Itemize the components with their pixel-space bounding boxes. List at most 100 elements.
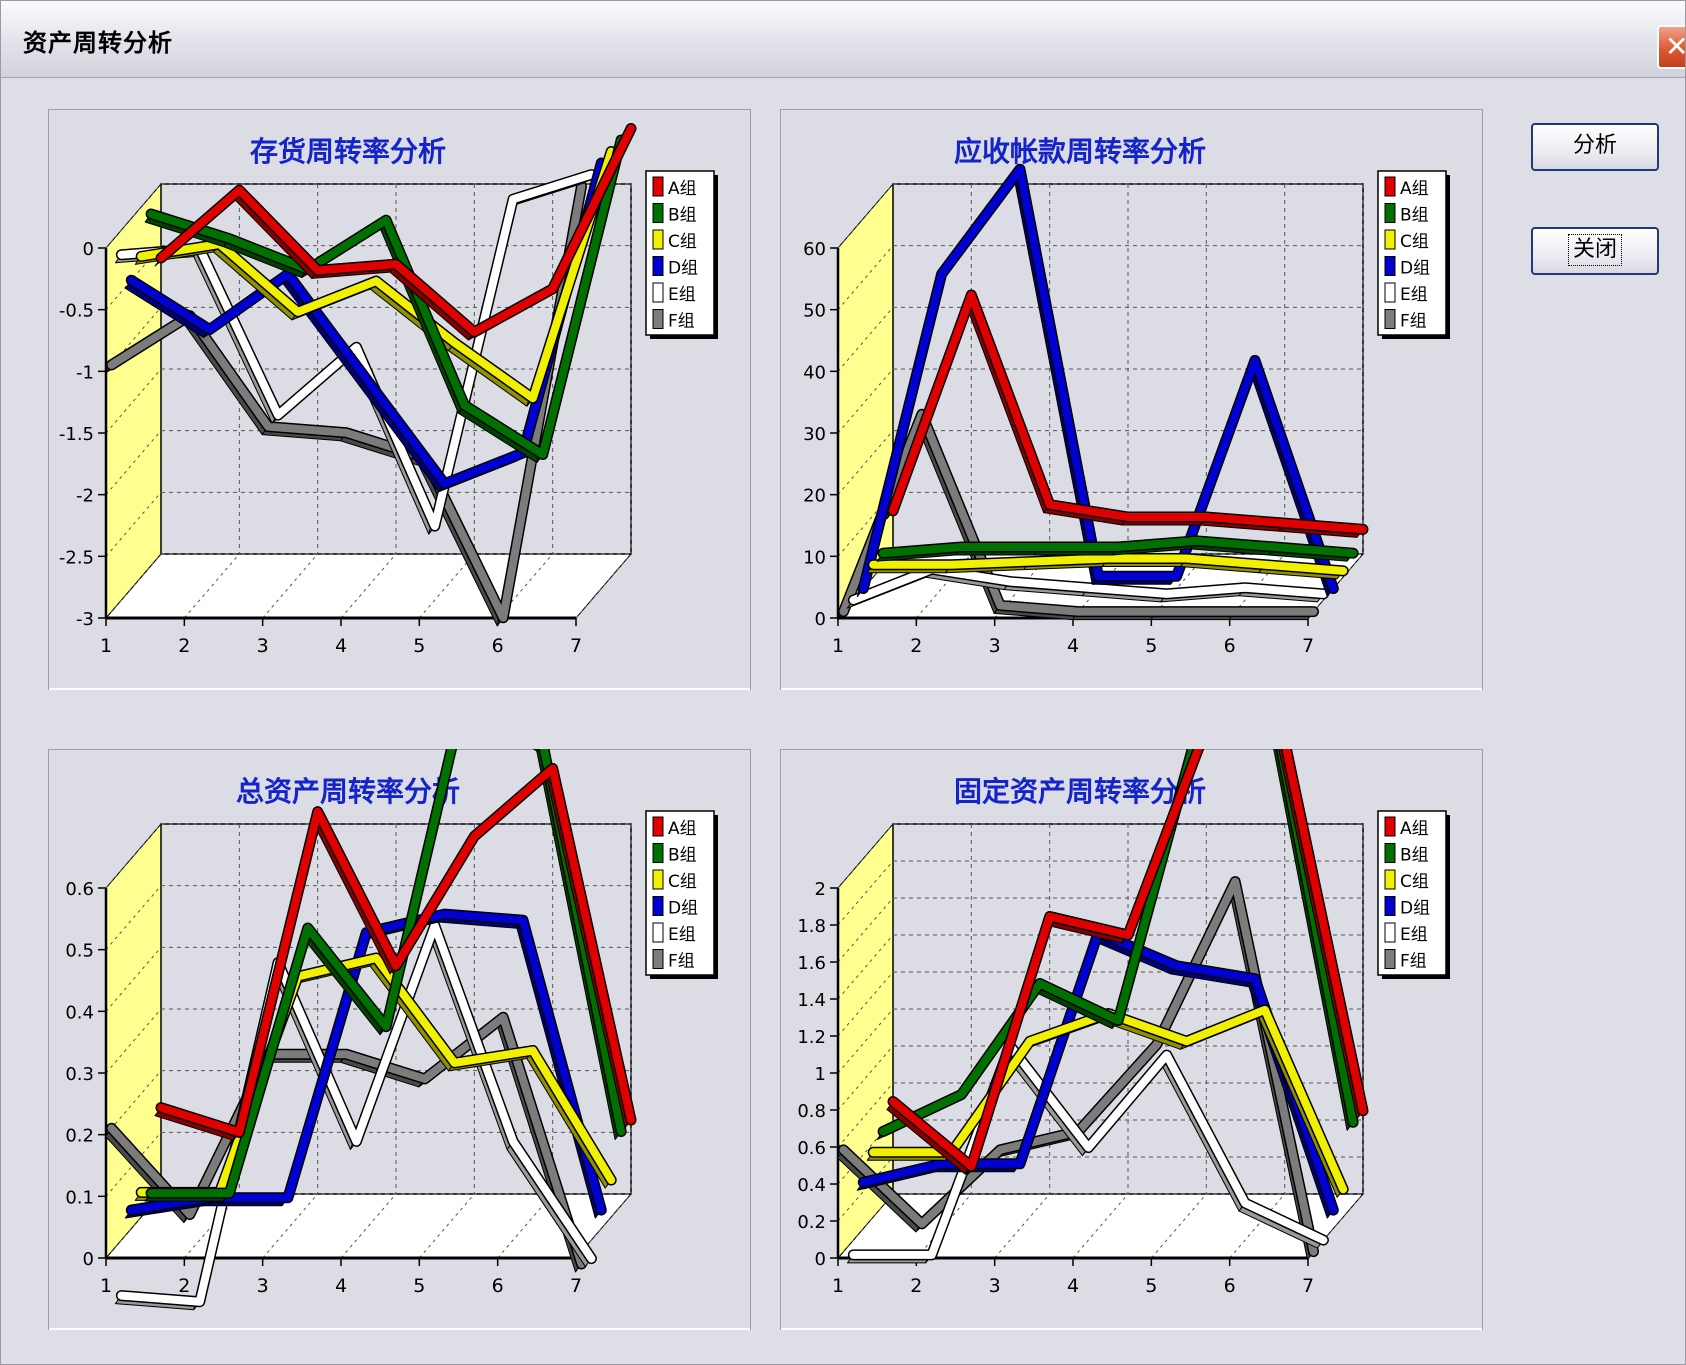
data-point [1234,881,1236,883]
data-point [463,404,465,406]
legend-swatch [653,870,663,889]
data-point [395,263,397,265]
y-tick-label: 0.6 [797,1138,826,1159]
data-point [999,1149,1001,1151]
data-point [238,1131,240,1133]
data-point [434,925,436,927]
data-point [1166,593,1168,595]
legend-swatch [653,923,663,942]
data-point [365,378,367,380]
data-point [852,1254,854,1256]
legend-swatch [653,204,663,223]
x-tick-label: 1 [100,1275,112,1297]
data-point [921,1223,923,1225]
x-tick-label: 7 [570,635,582,657]
chart-title: 存货周转率分析 [250,135,446,168]
y-tick-label: 20 [803,486,826,507]
data-point [843,611,845,613]
legend-label: F组 [1400,312,1427,332]
data-point [600,1209,602,1211]
data-point [1342,1188,1344,1190]
y-tick-label: 1.2 [797,1027,826,1048]
data-point [951,564,953,566]
data-point [999,604,1001,606]
x-tick-label: 6 [1224,635,1236,657]
analyze-button[interactable]: 分析 [1531,123,1659,171]
data-point [1156,1043,1158,1045]
data-point [355,346,357,348]
data-point [1322,1239,1324,1241]
title-bar[interactable]: 资产周转分析 ✕ [1,1,1686,78]
data-point [1097,575,1099,577]
data-point [1322,593,1324,595]
data-point [444,483,446,485]
data-point [454,1062,456,1064]
y-tick-label: 0 [83,239,94,260]
legend-label: C组 [1400,872,1429,892]
data-point [355,1140,357,1142]
legend-label: B组 [1400,206,1429,226]
legend-label: A组 [668,179,697,199]
x-tick-label: 1 [832,635,844,657]
legend-label: B组 [1400,846,1429,866]
x-tick-label: 1 [100,635,112,657]
x-tick-label: 4 [1067,1275,1079,1297]
data-point [1362,528,1364,530]
legend-label: D组 [668,899,698,919]
data-point [130,1209,132,1211]
y-tick-label: 0.2 [65,1126,94,1147]
data-point [140,255,142,257]
data-point [552,768,554,770]
legend-swatch [1385,177,1395,196]
data-point [1156,611,1158,613]
x-tick-label: 2 [910,1275,922,1297]
legend-label: D组 [1400,259,1430,279]
y-tick-label: 1.8 [797,916,826,937]
chart-title: 固定资产周转率分析 [954,775,1206,808]
chart-receivables-turnover: 应收帐款周转率分析 0 10 20 30 40 50 60 1 2 3 4 5 6 7 A组 B组 C组 D组 E组 F… [780,109,1483,690]
legend-label: E组 [1400,925,1428,945]
legend-label: C组 [668,872,697,892]
data-point [882,1131,884,1133]
legend-swatch [653,177,663,196]
data-point [444,913,446,915]
data-point [630,128,632,130]
legend-label: F组 [668,312,695,332]
data-point [140,1191,142,1193]
y-tick-label: -2 [76,486,94,507]
data-point [287,1197,289,1199]
y-tick-label: 0 [83,1249,94,1270]
legend-label: A组 [1400,819,1429,839]
x-tick-label: 6 [1224,1275,1236,1297]
y-tick-label: -1.5 [59,424,94,445]
data-point [1274,546,1276,548]
x-tick-label: 2 [178,635,190,657]
y-tick-label: 0.8 [797,1101,826,1122]
data-point [581,1263,583,1265]
data-point [1049,916,1051,918]
legend-swatch [1385,283,1395,302]
data-point [365,932,367,934]
y-tick-label: 0.1 [65,1187,94,1208]
data-point [512,198,514,200]
data-point [843,1149,845,1151]
data-point [120,254,122,256]
close-window-button[interactable]: ✕ [1657,25,1686,69]
x-tick-label: 4 [1067,635,1079,657]
data-point [620,1131,622,1133]
y-tick-label: 0.4 [797,1175,826,1196]
close-button[interactable]: 关闭 [1531,227,1659,275]
data-point [1029,1040,1031,1042]
data-point [160,1107,162,1109]
chart-total-assets-turnover: 总资产周转率分析00.10.20.30.40.50.61 2 3 4 5 6 7A组B组C组… [48,749,751,1330]
data-point [1019,1163,1021,1165]
legend-label: E组 [668,285,696,305]
y-tick-label: 10 [803,547,826,568]
x-tick-label: 7 [1302,635,1314,657]
data-point [502,617,504,619]
legend-swatch [1385,923,1395,942]
y-tick-label: 60 [803,239,826,260]
legend-label: C组 [668,232,697,252]
data-point [1029,561,1031,563]
